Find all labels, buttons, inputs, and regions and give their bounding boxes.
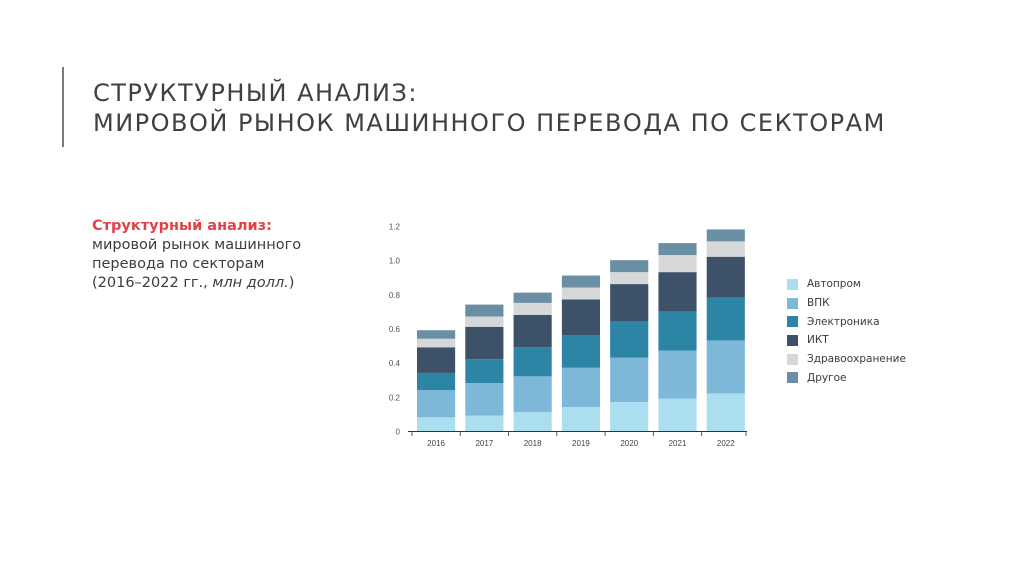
caption-heading: Структурный анализ: bbox=[92, 218, 272, 234]
bar-segment bbox=[706, 256, 745, 298]
bar-segment bbox=[513, 376, 552, 413]
bar-segment bbox=[465, 359, 504, 384]
legend-label: Другое bbox=[807, 371, 847, 384]
caption-line-1: мировой рынок машинного bbox=[92, 237, 302, 253]
legend-item: Другое bbox=[787, 368, 906, 387]
legend-label: ВПК bbox=[807, 297, 830, 310]
x-tick-label: 2016 bbox=[427, 439, 445, 448]
slide-title-line-2: МИРОВОЙ РЫНОК МАШИННОГО ПЕРЕВОДА ПО СЕКТ… bbox=[93, 109, 886, 137]
caption-line-2: перевода по секторам bbox=[92, 256, 265, 272]
y-tick-label: 1.2 bbox=[389, 223, 401, 232]
legend-swatch bbox=[787, 297, 798, 309]
bar-segment bbox=[658, 255, 697, 273]
bar-segment bbox=[610, 401, 649, 431]
bar-segment bbox=[513, 347, 552, 377]
legend-swatch bbox=[787, 372, 798, 384]
bar-segment bbox=[706, 393, 745, 431]
bar-segment bbox=[513, 412, 552, 431]
x-tick-label: 2018 bbox=[524, 439, 542, 448]
caption-close-paren: ) bbox=[288, 275, 295, 291]
bar-segment bbox=[610, 272, 649, 285]
caption-period: (2016–2022 гг., bbox=[92, 275, 213, 291]
bar-segment bbox=[465, 415, 504, 431]
chart-caption: Структурный анализ: мировой рынок машинн… bbox=[92, 217, 342, 293]
caption-unit: млн долл. bbox=[212, 275, 289, 291]
bar-segment bbox=[610, 284, 649, 322]
y-tick-label: 1.0 bbox=[389, 257, 401, 266]
legend-label: ИКТ bbox=[807, 334, 829, 347]
y-tick-label: 0.2 bbox=[389, 393, 401, 402]
bar-segment bbox=[417, 372, 456, 390]
title-accent-bar bbox=[62, 67, 64, 147]
bar-segment bbox=[561, 275, 601, 288]
bar-segment bbox=[706, 229, 745, 242]
bar-segment bbox=[417, 338, 456, 348]
bar-segment bbox=[417, 330, 456, 339]
bar-segment bbox=[610, 260, 649, 273]
legend-swatch bbox=[787, 278, 798, 290]
legend-swatch bbox=[787, 334, 798, 346]
bar-segment bbox=[658, 311, 697, 351]
bar-segment bbox=[561, 287, 601, 300]
bar-segment bbox=[561, 367, 601, 408]
legend-item: Здравоохранение bbox=[787, 350, 906, 369]
bar-segment bbox=[706, 297, 745, 341]
legend-label: Автопром bbox=[807, 278, 861, 291]
bar-segment bbox=[465, 316, 504, 327]
legend-swatch bbox=[787, 353, 798, 365]
bar-segment bbox=[658, 243, 697, 256]
x-tick-label: 2021 bbox=[669, 439, 687, 448]
x-tick-label: 2022 bbox=[717, 439, 735, 448]
chart-legend: Автопром ВПК Электроника ИКТ Здравоохранение… bbox=[787, 275, 906, 387]
legend-label: Электроника bbox=[807, 315, 880, 328]
y-tick-label: 0.8 bbox=[389, 291, 401, 300]
legend-item: ВПК bbox=[787, 294, 906, 313]
legend-swatch bbox=[787, 316, 798, 328]
bar-segment bbox=[513, 292, 552, 303]
bar-segment bbox=[417, 347, 456, 373]
x-tick-label: 2020 bbox=[620, 439, 638, 448]
bar-segment bbox=[658, 398, 697, 431]
legend-item: Автопром bbox=[787, 275, 906, 294]
bar-segment bbox=[465, 304, 504, 317]
bar-segment bbox=[513, 302, 552, 315]
caption-line-3: (2016–2022 гг., млн долл.) bbox=[92, 274, 342, 293]
bar-segment bbox=[610, 357, 649, 402]
bar-segment bbox=[658, 272, 697, 312]
bar-segment bbox=[561, 335, 601, 368]
bar-segment bbox=[417, 390, 456, 418]
bar-segment bbox=[561, 299, 601, 336]
bar-segment bbox=[465, 383, 504, 416]
bar-segment bbox=[417, 417, 456, 431]
stacked-bar-chart: 0 0.2 0.4 0.6 0.8 1.0 1.2 2016 2017 2018 2019 2020 2… bbox=[389, 223, 747, 448]
bar-segment bbox=[658, 350, 697, 399]
bar-segment bbox=[561, 407, 601, 431]
legend-item: Электроника bbox=[787, 312, 906, 331]
bar-segment bbox=[610, 321, 649, 358]
legend-item: ИКТ bbox=[787, 331, 906, 350]
slide-title-line-1: СТРУКТУРНЫЙ АНАЛИЗ: bbox=[93, 79, 418, 107]
y-tick-label: 0 bbox=[396, 428, 401, 437]
x-tick-label: 2019 bbox=[572, 439, 590, 448]
y-tick-label: 0.6 bbox=[389, 325, 401, 334]
bar-segment bbox=[465, 326, 504, 360]
bar-segment bbox=[513, 314, 552, 348]
legend-label: Здравоохранение bbox=[807, 353, 906, 366]
y-tick-label: 0.4 bbox=[389, 359, 401, 368]
x-tick-label: 2017 bbox=[475, 439, 493, 448]
bar-segment bbox=[706, 241, 745, 257]
bar-segment bbox=[706, 340, 745, 394]
slide-title: СТРУКТУРНЫЙ АНАЛИЗ: МИРОВОЙ РЫНОК МАШИНН… bbox=[93, 78, 886, 138]
